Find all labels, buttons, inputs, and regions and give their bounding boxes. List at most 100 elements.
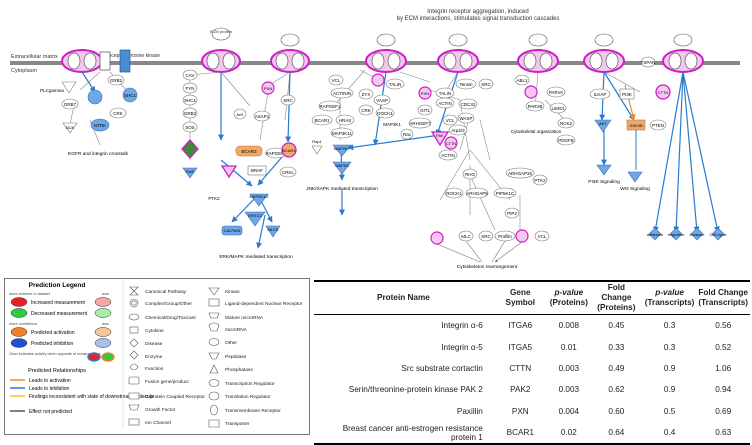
node-parva[interactable]: PARVA: [546, 86, 566, 98]
node-mapk8[interactable]: MAPK8: [332, 161, 352, 175]
node-zyx[interactable]: ZYX: [358, 88, 374, 100]
node-crkl[interactable]: CRKL: [279, 166, 297, 178]
node-arhgap26[interactable]: ARHGAP26: [505, 167, 535, 179]
ecm-protein-1[interactable]: ECM protein: [210, 27, 232, 41]
node-cttn-pink[interactable]: [515, 229, 529, 243]
integrin-complex-2[interactable]: [201, 49, 241, 73]
node-plc-circle[interactable]: [87, 89, 103, 105]
node-actin3[interactable]: ACTIN: [438, 149, 458, 161]
node-rac[interactable]: Rac: [400, 128, 414, 140]
node-lims[interactable]: LIMS1: [549, 102, 567, 114]
process-migration[interactable]: migration: [668, 227, 684, 241]
node-raf[interactable]: [220, 165, 238, 179]
ecm-protein-4[interactable]: [448, 33, 468, 47]
node-calpain[interactable]: CALPAIN: [221, 225, 243, 236]
node-plc[interactable]: PLCgamma: [40, 81, 77, 94]
node-mapk2k[interactable]: MAP2K1/2: [249, 193, 269, 207]
node-arhgap5[interactable]: ARHGAP5: [465, 187, 489, 199]
node-grb2[interactable]: GRB2: [107, 74, 125, 86]
node-mlck[interactable]: MLCK: [265, 225, 281, 238]
node-shc1[interactable]: SHC1: [122, 87, 138, 103]
node-bcar1b[interactable]: BCAR1: [311, 114, 333, 126]
integrin-complex-7[interactable]: [583, 49, 625, 73]
node-ras-2[interactable]: [182, 167, 198, 179]
node-abl1[interactable]: ABL1: [514, 74, 530, 86]
node-src2[interactable]: SRC: [478, 78, 494, 90]
node-erk12[interactable]: ERK1/2: [244, 211, 266, 227]
process-adhesion[interactable]: adhesion: [647, 227, 663, 241]
integrin-complex-3[interactable]: [270, 49, 310, 73]
node-ptk2c[interactable]: PTK2: [532, 174, 548, 186]
node-cav[interactable]: CAV: [182, 69, 198, 81]
node-pxn3[interactable]: [524, 85, 538, 99]
node-grb7[interactable]: GRB7: [61, 98, 79, 110]
node-ntrk[interactable]: NTRK: [90, 118, 110, 132]
integrin-complex-6[interactable]: [517, 49, 559, 73]
node-talin2[interactable]: TALIN: [435, 87, 455, 99]
node-mapk11[interactable]: MAP3K11: [330, 127, 354, 139]
node-pip5k[interactable]: PIP5K1C: [493, 187, 517, 199]
node-talin[interactable]: TALIN: [385, 78, 405, 90]
node-rock[interactable]: ROCK1: [444, 187, 464, 199]
ecm-protein-3[interactable]: [376, 33, 396, 47]
node-pxn1[interactable]: PXN: [261, 81, 275, 95]
integrin-complex-4[interactable]: [365, 49, 407, 73]
node-pi3k-sig[interactable]: [596, 164, 612, 176]
node-git1[interactable]: GIT1: [417, 104, 433, 116]
node-crk[interactable]: CRK: [109, 107, 127, 119]
node-bcar1[interactable]: BCAR1: [281, 142, 297, 158]
node-hras[interactable]: HRAS: [335, 114, 355, 126]
node-vcl2[interactable]: VCL: [442, 114, 458, 126]
node-braf[interactable]: BRAF: [247, 165, 267, 176]
node-profilin[interactable]: Profilin: [494, 230, 516, 242]
node-ras[interactable]: [181, 139, 199, 159]
node-vcl[interactable]: VCL: [328, 74, 344, 86]
node-ptk2[interactable]: PTK2: [208, 196, 220, 201]
node-pip2[interactable]: PIP2: [504, 207, 520, 219]
node-ilk[interactable]: ILKAP: [589, 88, 611, 100]
ecm-protein-2[interactable]: [280, 33, 300, 47]
node-wasp[interactable]: WASP: [457, 112, 475, 124]
node-tensin[interactable]: Tensin: [455, 78, 477, 90]
node-map3k1[interactable]: MAP3K1: [383, 122, 401, 127]
ecm-protein-7[interactable]: [673, 33, 693, 47]
integrin-complex-8[interactable]: [662, 49, 704, 73]
integrin-complex-1[interactable]: [61, 49, 103, 73]
node-cttn[interactable]: CTTN: [655, 84, 671, 100]
ecm-protein-5[interactable]: [528, 33, 548, 47]
node-dock1[interactable]: DOCK1: [375, 107, 395, 119]
ecm-protein-6[interactable]: [594, 33, 614, 47]
node-vasp[interactable]: VASP: [373, 94, 391, 106]
node-crkb[interactable]: CRK: [358, 104, 374, 116]
node-pdgfb[interactable]: PDGFB: [556, 134, 576, 146]
node-parvb[interactable]: PARVB: [525, 100, 545, 112]
node-bcar3[interactable]: BCAR3: [235, 145, 263, 157]
node-pxn-pink[interactable]: [430, 231, 444, 245]
node-tspan[interactable]: TSPAN: [641, 56, 656, 68]
node-cdc42[interactable]: CDC42: [458, 98, 478, 110]
node-fyn[interactable]: FYN: [182, 82, 198, 94]
node-src3[interactable]: SRC: [478, 230, 494, 242]
node-pak[interactable]: PAK: [430, 131, 450, 147]
node-vcl3[interactable]: VCL: [534, 230, 550, 242]
node-arhgef7[interactable]: ARHGEF7: [408, 117, 432, 129]
process-invasion[interactable]: invasion: [690, 227, 705, 241]
node-shc1b[interactable]: SHC1: [182, 94, 198, 106]
node-src1[interactable]: SRC: [280, 94, 296, 106]
node-rapgef1b[interactable]: RAPGEF1: [318, 100, 342, 112]
node-wnt[interactable]: [627, 171, 643, 183]
node-mlc[interactable]: MLC: [458, 230, 474, 242]
node-pxn-a[interactable]: [371, 73, 385, 87]
node-pi3k[interactable]: PI3K: [619, 88, 635, 100]
node-nck[interactable]: NCK: [62, 122, 78, 134]
process-cell-cycle[interactable]: Cell cycle: [709, 227, 727, 241]
node-asap1[interactable]: ASAP1: [253, 110, 271, 122]
node-arp[interactable]: Arp2/3: [448, 124, 468, 136]
node-actn[interactable]: ACTININ: [330, 87, 354, 99]
node-rho[interactable]: RHO: [462, 168, 478, 180]
node-grb2b[interactable]: GRB2: [182, 107, 198, 119]
node-pxn2[interactable]: PXN: [418, 86, 432, 100]
node-sos[interactable]: SOS: [182, 121, 198, 133]
node-arf1[interactable]: Arf1: [233, 108, 247, 120]
node-nck2[interactable]: NCK2: [557, 117, 575, 129]
